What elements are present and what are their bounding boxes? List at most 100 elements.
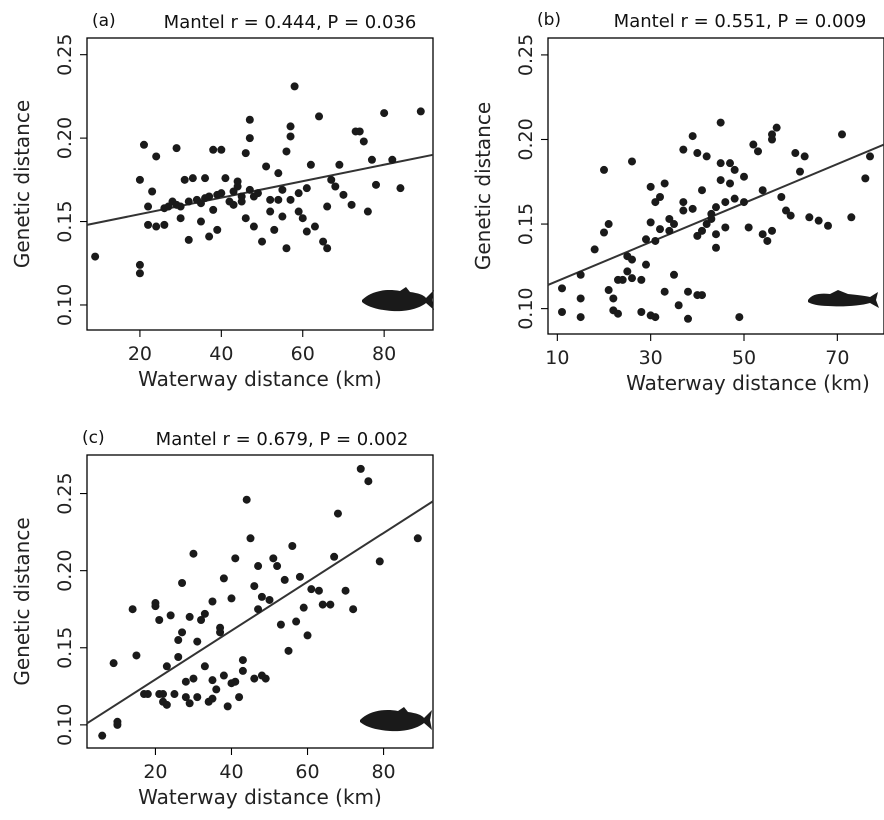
plot-frame [86, 37, 434, 331]
data-point [181, 693, 190, 702]
data-point [250, 582, 259, 591]
data-point [359, 137, 368, 146]
fish-icon [362, 287, 434, 312]
data-point [319, 237, 328, 246]
panel-label: (b) [537, 10, 561, 30]
data-point [651, 198, 660, 207]
data-point [166, 611, 175, 620]
y-tick-label: 0.20 [54, 117, 76, 159]
y-tick-label: 0.25 [54, 34, 76, 76]
data-point [205, 232, 214, 241]
data-point [331, 182, 340, 191]
data-point [290, 82, 299, 91]
data-point [185, 612, 194, 621]
panel-b: (b) Mantel r = 0.551, P = 0.009 10 30 50 70 0.… [471, 10, 884, 395]
data-point [241, 149, 250, 158]
data-point [160, 220, 169, 229]
x-tick-label: 40 [209, 343, 233, 365]
data-point [209, 205, 218, 214]
y-axis-label: Genetic distance [471, 102, 495, 270]
data-point [162, 662, 171, 671]
data-point [219, 671, 228, 680]
data-point [576, 294, 585, 303]
data-point [712, 203, 720, 212]
data-point [246, 534, 255, 543]
data-point [355, 127, 364, 136]
data-point [245, 185, 254, 194]
data-point [270, 225, 279, 234]
data-point [318, 600, 327, 609]
regression-line [547, 143, 884, 286]
data-point [558, 308, 566, 317]
data-point [219, 574, 228, 583]
data-point [363, 207, 372, 216]
data-point [416, 107, 425, 116]
data-point [196, 217, 205, 226]
data-point [347, 200, 356, 209]
data-point [221, 174, 230, 183]
data-point [152, 222, 161, 231]
data-point [258, 237, 267, 246]
data-point [735, 313, 744, 322]
data-point [306, 160, 315, 169]
data-point [200, 609, 209, 618]
data-point [302, 184, 311, 193]
panel-title: Mantel r = 0.551, P = 0.009 [614, 11, 867, 32]
data-point [356, 464, 365, 473]
data-point [791, 149, 800, 158]
data-point [132, 651, 141, 660]
data-point [698, 186, 706, 195]
data-point [866, 152, 874, 161]
data-point [375, 557, 384, 566]
data-point [333, 509, 342, 518]
panel-title: Mantel r = 0.444, P = 0.036 [164, 12, 417, 33]
data-point [143, 690, 152, 699]
data-point [216, 623, 225, 632]
data-point [261, 674, 270, 683]
y-axis-label: Genetic distance [10, 100, 34, 268]
data-point [600, 228, 608, 237]
data-point [576, 313, 585, 322]
data-point [208, 694, 217, 703]
data-point [223, 702, 232, 711]
data-point [838, 130, 846, 139]
data-point [155, 616, 164, 625]
y-tick-label: 0.25 [515, 34, 537, 76]
catfish-icon [802, 290, 879, 308]
panel-a: (a) Mantel r = 0.444, P = 0.036 20 40 60 80 0.… [10, 11, 434, 391]
data-point [665, 226, 674, 235]
data-point [307, 585, 316, 594]
data-point [637, 275, 646, 284]
data-point [269, 554, 278, 563]
plot-frame [86, 454, 434, 749]
data-point [847, 213, 856, 222]
y-tick-label: 0.10 [515, 287, 537, 329]
data-point [326, 600, 335, 609]
data-point [335, 160, 344, 169]
data-point [758, 230, 767, 239]
data-point [688, 132, 697, 141]
data-point [245, 134, 254, 143]
data-point [693, 149, 702, 158]
data-point [679, 198, 688, 207]
data-point [698, 226, 706, 235]
data-point [367, 155, 376, 164]
data-point [280, 575, 289, 584]
data-point [135, 260, 144, 269]
data-point [628, 157, 636, 166]
x-tick-label: 60 [291, 343, 315, 365]
data-point [726, 159, 734, 168]
data-point [265, 595, 274, 604]
data-point [861, 174, 870, 183]
data-point [628, 274, 636, 283]
data-point [139, 140, 148, 149]
data-point [294, 207, 303, 216]
x-tick-label: 60 [295, 761, 319, 783]
panel-c: (c) Mantel r = 0.679, P = 0.002 20 40 60 80 0.… [10, 428, 434, 809]
data-point [257, 592, 266, 601]
data-point [576, 270, 585, 279]
panel-label: (c) [82, 428, 105, 448]
data-point [716, 159, 725, 168]
data-point [189, 549, 198, 558]
